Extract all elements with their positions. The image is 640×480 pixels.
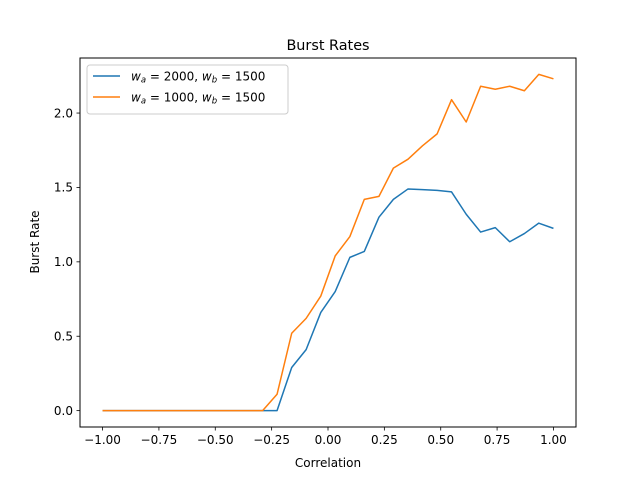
- legend-label-1: wa = 2000, wb = 1500: [131, 70, 265, 86]
- y-tick-label: 1.5: [54, 181, 73, 195]
- legend-box: [86, 64, 289, 115]
- series-layer: [102, 73, 554, 412]
- legend-label-part: w: [131, 91, 141, 105]
- x-tick-label: 1.00: [540, 433, 567, 447]
- series-line-1: [102, 188, 554, 412]
- x-tick-label: 0.25: [371, 433, 398, 447]
- x-tick-label: −1.00: [84, 433, 121, 447]
- legend-label-part: w: [202, 91, 212, 105]
- legend-label-part: = 1500: [217, 70, 265, 84]
- legend-label-part: = 1000,: [146, 91, 202, 105]
- y-tick-label: 0.5: [54, 330, 73, 344]
- y-tick-label: 2.0: [54, 106, 73, 120]
- y-axis-label: Burst Rate: [28, 210, 42, 273]
- x-tick-label: −0.25: [253, 433, 290, 447]
- legend-label-part: a: [141, 76, 146, 86]
- legend-label-part: b: [212, 97, 217, 107]
- x-tick-label: 0.75: [484, 433, 511, 447]
- legend-label-2: wa = 1000, wb = 1500: [131, 91, 265, 107]
- y-tick-label: 0.0: [54, 404, 73, 418]
- legend-label-part: = 2000,: [146, 70, 202, 84]
- plot-frame: [79, 57, 577, 428]
- legend-label-part: = 1500: [217, 91, 265, 105]
- ticks-layer: −1.00 −0.75 −0.50 −0.25 0.00 0.25 0.50 0.75 1.00…: [54, 106, 567, 447]
- legend-label-part: b: [212, 76, 217, 86]
- x-axis-label: Correlation: [295, 456, 361, 470]
- series-line-2: [102, 73, 554, 412]
- x-tick-label: −0.75: [141, 433, 178, 447]
- legend-label-part: w: [202, 70, 212, 84]
- x-tick-label: −0.50: [197, 433, 234, 447]
- y-tick-label: 1.0: [54, 255, 73, 269]
- x-tick-label: 0.00: [315, 433, 342, 447]
- chart-title: Burst Rates: [286, 38, 369, 54]
- legend-label-part: a: [141, 97, 146, 107]
- x-tick-label: 0.50: [427, 433, 454, 447]
- legend-label-part: w: [131, 70, 141, 84]
